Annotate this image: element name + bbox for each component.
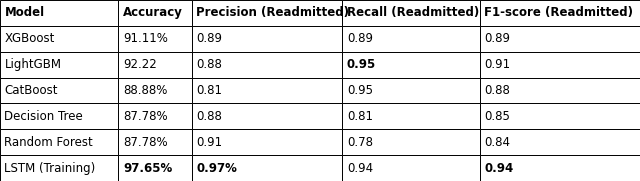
Bar — [118, 129, 192, 155]
Text: 0.94: 0.94 — [484, 162, 514, 174]
Bar — [118, 26, 192, 52]
Text: 0.89: 0.89 — [347, 32, 373, 45]
Bar — [118, 155, 192, 181]
Text: Accuracy: Accuracy — [123, 7, 183, 19]
Bar — [342, 52, 480, 78]
Bar — [480, 78, 640, 103]
Bar — [192, 155, 342, 181]
Text: F1-score (Readmitted): F1-score (Readmitted) — [484, 7, 634, 19]
Bar — [192, 0, 342, 26]
Bar — [480, 103, 640, 129]
Text: 0.97%: 0.97% — [196, 162, 237, 174]
Bar — [192, 52, 342, 78]
Text: 0.94: 0.94 — [347, 162, 373, 174]
Text: Random Forest: Random Forest — [4, 136, 93, 149]
Bar — [342, 103, 480, 129]
Text: 91.11%: 91.11% — [123, 32, 168, 45]
Text: 0.91: 0.91 — [484, 58, 511, 71]
Text: 0.91: 0.91 — [196, 136, 223, 149]
Text: 0.88: 0.88 — [196, 58, 222, 71]
Text: 0.81: 0.81 — [196, 84, 223, 97]
Bar — [118, 52, 192, 78]
Bar — [480, 26, 640, 52]
Bar — [192, 129, 342, 155]
Bar — [0, 103, 118, 129]
Text: 0.95: 0.95 — [347, 84, 373, 97]
Bar — [192, 78, 342, 103]
Bar — [118, 103, 192, 129]
Bar — [0, 78, 118, 103]
Bar — [0, 52, 118, 78]
Text: 0.88: 0.88 — [196, 110, 222, 123]
Text: 88.88%: 88.88% — [123, 84, 167, 97]
Text: 87.78%: 87.78% — [123, 136, 168, 149]
Text: 0.89: 0.89 — [196, 32, 223, 45]
Text: Model: Model — [4, 7, 45, 19]
Text: 0.89: 0.89 — [484, 32, 511, 45]
Text: 0.78: 0.78 — [347, 136, 373, 149]
Bar — [342, 129, 480, 155]
Bar — [480, 129, 640, 155]
Bar — [192, 103, 342, 129]
Text: 0.85: 0.85 — [484, 110, 510, 123]
Text: 0.88: 0.88 — [484, 84, 510, 97]
Text: LightGBM: LightGBM — [4, 58, 61, 71]
Text: 0.84: 0.84 — [484, 136, 511, 149]
Bar — [342, 155, 480, 181]
Bar — [480, 155, 640, 181]
Bar — [342, 26, 480, 52]
Bar — [0, 129, 118, 155]
Text: XGBoost: XGBoost — [4, 32, 55, 45]
Text: 92.22: 92.22 — [123, 58, 157, 71]
Text: 97.65%: 97.65% — [123, 162, 172, 174]
Bar — [118, 78, 192, 103]
Text: Precision (Readmitted): Precision (Readmitted) — [196, 7, 349, 19]
Bar — [0, 0, 118, 26]
Bar — [192, 26, 342, 52]
Text: Decision Tree: Decision Tree — [4, 110, 83, 123]
Bar — [342, 78, 480, 103]
Bar — [480, 0, 640, 26]
Bar — [342, 0, 480, 26]
Text: 0.81: 0.81 — [347, 110, 373, 123]
Text: CatBoost: CatBoost — [4, 84, 58, 97]
Text: Recall (Readmitted): Recall (Readmitted) — [347, 7, 479, 19]
Bar — [118, 0, 192, 26]
Text: 87.78%: 87.78% — [123, 110, 168, 123]
Bar — [480, 52, 640, 78]
Text: 0.95: 0.95 — [347, 58, 376, 71]
Bar — [0, 26, 118, 52]
Bar — [0, 155, 118, 181]
Text: LSTM (Training): LSTM (Training) — [4, 162, 96, 174]
